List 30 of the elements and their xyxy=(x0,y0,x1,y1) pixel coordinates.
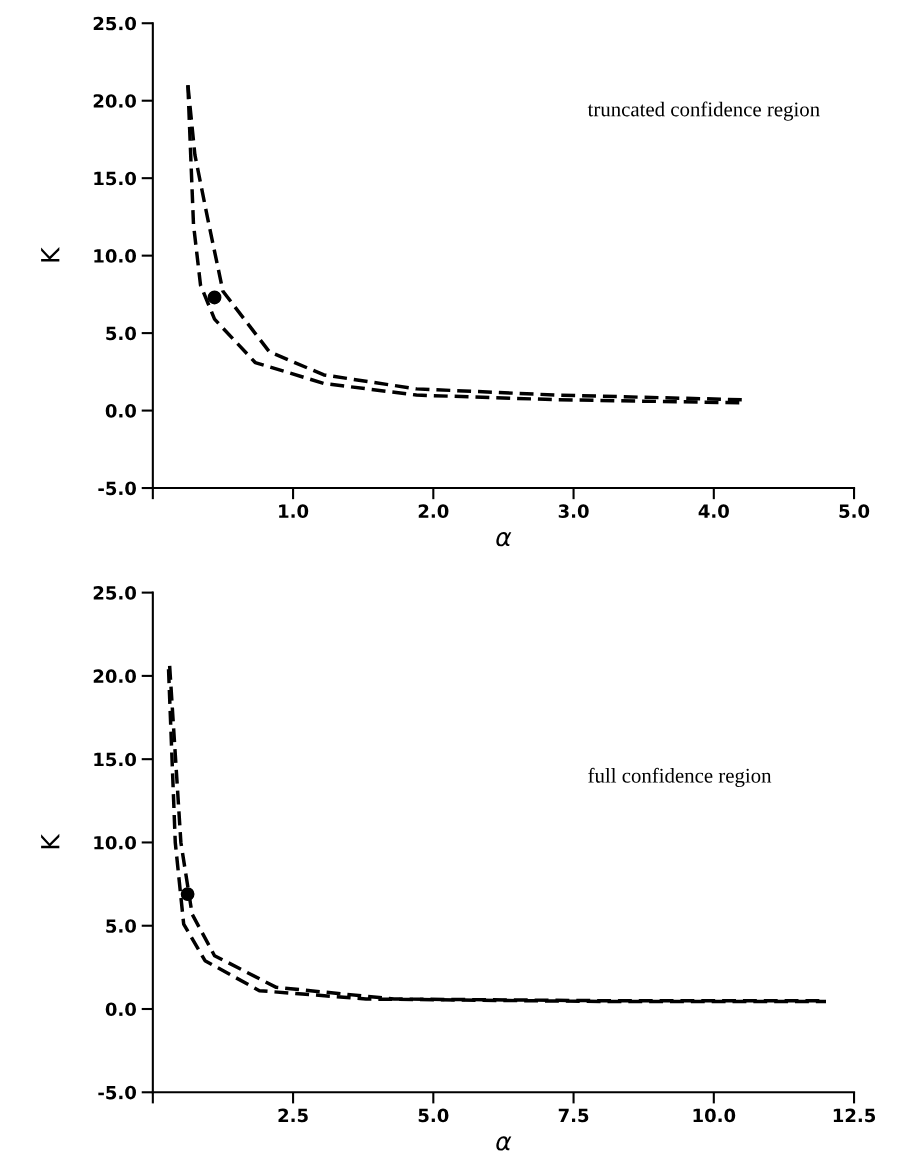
y-tick-label: 0.0 xyxy=(105,404,136,418)
y-tick-label: 25.0 xyxy=(93,16,136,31)
x-tick-label: 12.5 xyxy=(833,1108,876,1123)
y-tick-label: -5.0 xyxy=(98,481,136,496)
annotation: full confidence region xyxy=(588,767,772,787)
y-tick-label: 5.0 xyxy=(106,326,136,341)
x-tick-label: 2.0 xyxy=(418,504,449,518)
y-tick-label: -5.0 xyxy=(98,1085,136,1100)
y-axis-title: K xyxy=(41,833,60,849)
y-tick-label: 15.0 xyxy=(94,171,136,186)
x-tick-label: 1.0 xyxy=(279,504,309,518)
x-tick-label: 4.0 xyxy=(698,504,729,518)
x-axis-title: α xyxy=(496,532,512,547)
x-tick-label: 7.5 xyxy=(558,1108,589,1123)
x-tick-label: 10.0 xyxy=(693,1108,736,1123)
y-tick-label: 10.0 xyxy=(94,835,136,850)
x-tick-label: 5.0 xyxy=(418,1108,449,1123)
y-tick-label: 0.0 xyxy=(105,1002,136,1017)
annotation: truncated confidence region xyxy=(587,101,820,121)
y-tick-label: 20.0 xyxy=(93,94,136,108)
x-tick-label: 2.5 xyxy=(278,1108,308,1123)
y-tick-label: 15.0 xyxy=(94,752,136,767)
x-axis-title: α xyxy=(496,1136,512,1151)
x-tick-label: 5.0 xyxy=(839,504,870,518)
x-tick-label: 3.0 xyxy=(558,504,589,518)
y-tick-label: 10.0 xyxy=(94,249,136,263)
y-tick-label: 25.0 xyxy=(93,586,136,600)
y-axis-title: K xyxy=(41,246,60,262)
y-tick-label: 5.0 xyxy=(106,919,136,933)
y-tick-label: 20.0 xyxy=(93,669,136,684)
